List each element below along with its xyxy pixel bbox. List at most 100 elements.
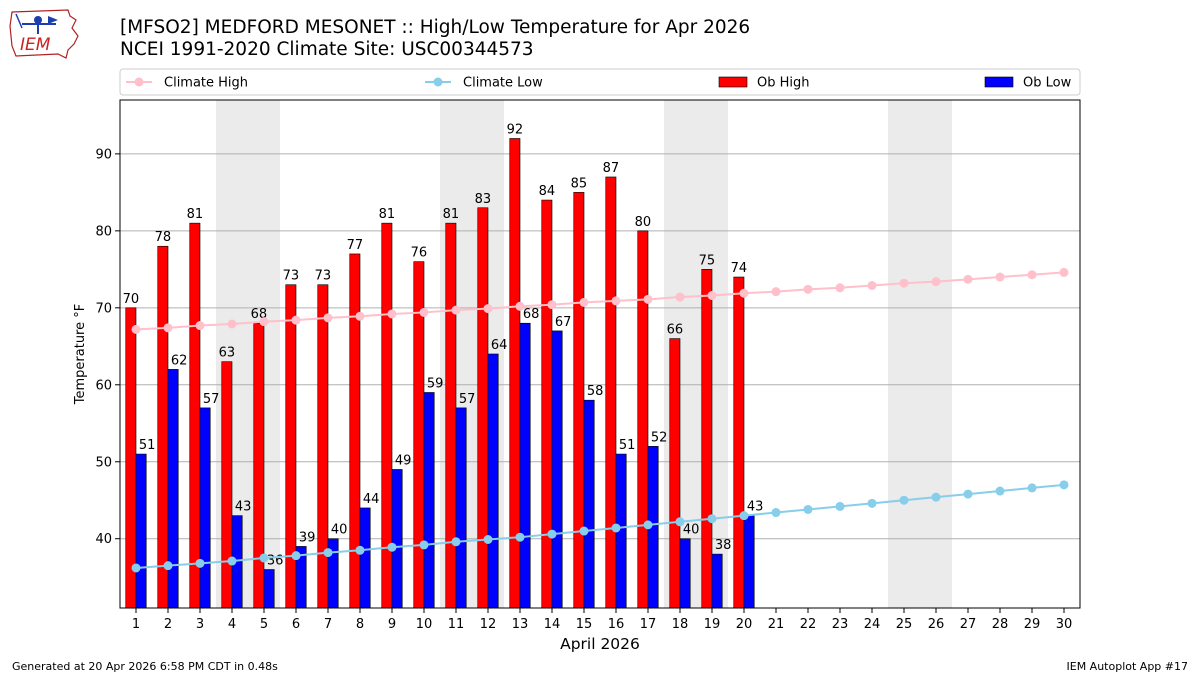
ob-low-label: 40: [683, 523, 700, 538]
x-tick-label: 7: [324, 617, 332, 632]
x-tick-label: 15: [576, 617, 593, 632]
ob-low-bar: [711, 553, 723, 609]
ob-low-bar: [551, 330, 563, 609]
ob-low-label: 62: [171, 353, 188, 368]
x-tick-label: 14: [544, 617, 561, 632]
ob-low-label: 52: [651, 430, 668, 445]
climate-low-point: [323, 548, 333, 558]
climate-low-point: [611, 523, 621, 533]
x-tick-label: 9: [388, 617, 396, 632]
climate-high-point: [643, 294, 653, 304]
ob-high-bar: [605, 176, 617, 609]
ob-high-label: 85: [571, 176, 588, 191]
climate-low-point: [419, 540, 429, 550]
climate-high-point: [451, 305, 461, 315]
legend: Climate High Climate Low Ob High Ob Low: [119, 68, 1081, 96]
ob-low-label: 68: [523, 307, 540, 322]
climate-low-point: [355, 545, 365, 555]
x-tick-label: 24: [864, 617, 881, 632]
x-axis-label: April 2026: [560, 635, 640, 653]
ob-high-label: 73: [283, 269, 300, 284]
ob-high-bar: [125, 307, 137, 609]
logo-text: IEM: [20, 35, 51, 55]
ob-low-label: 58: [587, 384, 604, 399]
climate-high-point: [163, 323, 173, 333]
x-tick-label: 13: [512, 617, 529, 632]
climate-low-point: [803, 504, 813, 514]
generated-note: Generated at 20 Apr 2026 6:58 PM CDT in …: [12, 660, 278, 673]
x-tick-label: 12: [480, 617, 497, 632]
x-tick-label: 21: [768, 617, 785, 632]
climate-high-point: [835, 283, 845, 293]
x-tick-label: 25: [896, 617, 913, 632]
ob-high-label: 75: [699, 253, 716, 268]
climate-low-point: [227, 556, 237, 566]
climate-high-point: [259, 317, 269, 327]
x-tick-label: 8: [356, 617, 364, 632]
climate-low-point: [579, 526, 589, 536]
ob-low-label: 43: [747, 500, 764, 515]
climate-high-point: [931, 277, 941, 287]
climate-high-point: [195, 321, 205, 331]
ob-low-bar: [679, 538, 691, 609]
x-tick-label: 22: [800, 617, 817, 632]
x-tick-label: 10: [416, 617, 433, 632]
y-tick-label: 50: [95, 455, 112, 470]
climate-high-point: [1027, 270, 1037, 280]
climate-low-point: [707, 514, 717, 524]
legend-ob-low-swatch: [984, 76, 1014, 88]
ob-low-bar: [487, 353, 499, 609]
y-tick-label: 80: [95, 224, 112, 239]
ob-high-bar: [573, 192, 585, 609]
ob-high-bar: [637, 230, 649, 609]
x-tick-label: 16: [608, 617, 625, 632]
climate-low-point: [867, 498, 877, 508]
ob-high-bar: [701, 269, 713, 609]
y-tick-label: 60: [95, 378, 112, 393]
y-tick-label: 40: [95, 532, 112, 547]
x-tick-label: 11: [448, 617, 465, 632]
x-tick-label: 17: [640, 617, 657, 632]
climate-high-point: [675, 292, 685, 302]
x-tick-label: 1: [132, 617, 140, 632]
climate-low-point: [931, 492, 941, 502]
ob-high-label: 77: [347, 238, 364, 253]
legend-climate-low-marker: [433, 77, 443, 87]
ob-high-bar: [477, 207, 489, 609]
climate-high-point: [867, 280, 877, 290]
climate-high-point: [355, 311, 365, 321]
climate-low-point: [195, 558, 205, 568]
climate-low-point: [995, 486, 1005, 496]
ob-high-bar: [733, 276, 745, 609]
x-tick-label: 5: [260, 617, 268, 632]
climate-high-point: [611, 296, 621, 306]
x-tick-label: 20: [736, 617, 753, 632]
climate-low-point: [163, 561, 173, 571]
legend-ob-high-swatch: [718, 76, 748, 88]
climate-low-point: [387, 542, 397, 552]
climate-high-point: [419, 307, 429, 317]
plot-frame: [119, 99, 1081, 609]
x-tick-label: 29: [1024, 617, 1041, 632]
ob-low-label: 51: [619, 438, 636, 453]
x-tick-label: 26: [928, 617, 945, 632]
ob-high-bar: [253, 322, 265, 609]
ob-low-label: 38: [715, 538, 732, 553]
ob-low-label: 51: [139, 438, 156, 453]
climate-low-point: [1027, 483, 1037, 493]
climate-low-point: [963, 489, 973, 499]
ob-high-label: 74: [731, 261, 748, 276]
climate-high-point: [547, 300, 557, 310]
y-axis-label: Temperature °F: [73, 304, 88, 405]
x-tick-label: 19: [704, 617, 721, 632]
legend-ob-high-label: Ob High: [757, 76, 810, 91]
ob-high-label: 63: [219, 346, 236, 361]
x-tick-label: 6: [292, 617, 300, 632]
climate-high-point: [707, 291, 717, 301]
climate-high-point: [323, 313, 333, 323]
legend-ob-low-label: Ob Low: [1023, 76, 1072, 91]
climate-high-point: [131, 324, 141, 334]
ob-high-bar: [349, 253, 361, 609]
climate-high-point: [227, 319, 237, 329]
